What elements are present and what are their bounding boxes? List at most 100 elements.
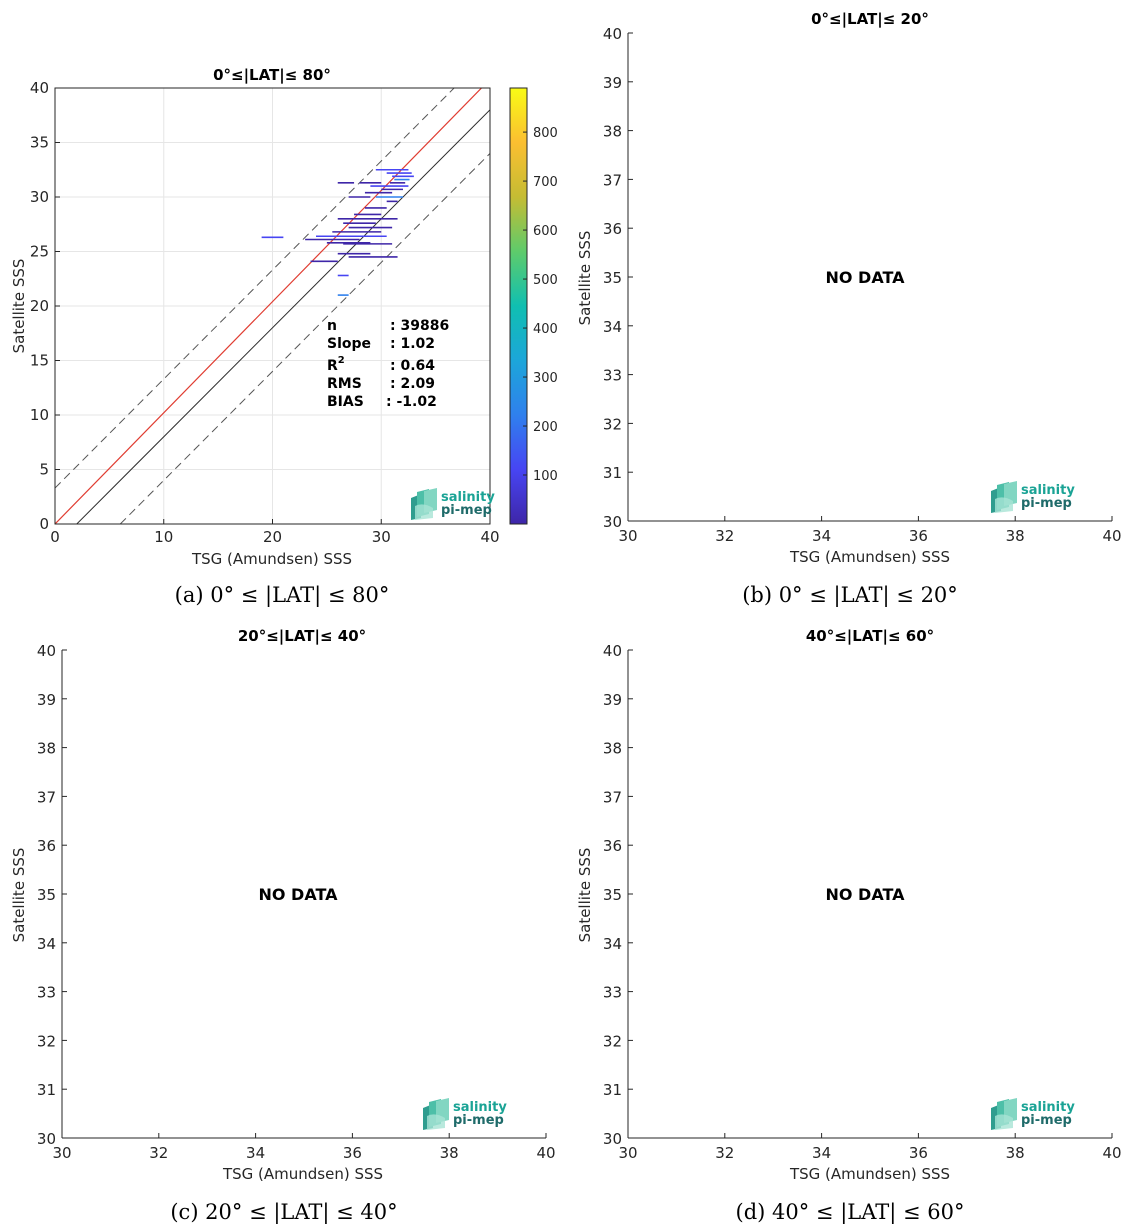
stats-r2-letter: R	[327, 358, 338, 374]
logo-text-salinity: salinity	[441, 490, 495, 505]
y-tick-label: 15	[30, 352, 49, 370]
y-tick-label: 39	[603, 691, 622, 709]
y-tick-label: 32	[37, 1032, 56, 1050]
stats-n-value: : 39886	[390, 318, 449, 334]
colorbar-tick-label: 200	[533, 420, 558, 435]
y-tick-label: 40	[603, 642, 622, 660]
x-tick-label: 32	[149, 1144, 168, 1162]
stats-slope-value: : 1.02	[390, 336, 435, 352]
panel-b-no-data: NO DATA	[825, 268, 905, 287]
y-tick-label: 32	[603, 1032, 622, 1050]
panel-a-caption: (a) 0° ≤ |LAT| ≤ 80°	[175, 583, 390, 608]
y-tick-label: 36	[603, 220, 622, 238]
y-tick-label: 35	[603, 269, 622, 287]
x-tick-label: 38	[1006, 1144, 1025, 1162]
x-tick-label: 0	[50, 528, 60, 546]
colorbar-tick-label: 500	[533, 273, 558, 288]
panel-b-title: 0°≤|LAT|≤ 20°	[811, 10, 929, 29]
y-tick-label: 36	[603, 837, 622, 855]
y-tick-label: 38	[37, 740, 56, 758]
logo-icon-part	[995, 1114, 1013, 1130]
x-tick-label: 38	[1006, 527, 1025, 545]
stats-box: n : 39886 Slope : 1.02 R2 : 0.64 RMS : 2…	[327, 318, 449, 410]
y-tick-label: 34	[37, 935, 56, 953]
y-tick-label: 31	[37, 1081, 56, 1099]
y-tick-label: 40	[37, 642, 56, 660]
y-tick-label: 33	[603, 367, 622, 385]
panel-a-ylabel: Satellite SSS	[10, 259, 28, 354]
colorbar-tick-label: 100	[533, 469, 558, 484]
y-tick-label: 25	[30, 243, 49, 261]
colorbar-ticks: 100 200 300 400 500 600 700 800	[523, 126, 558, 484]
lower-bound-line	[119, 152, 490, 524]
y-tick-label: 5	[39, 461, 49, 479]
x-tick-label: 32	[715, 527, 734, 545]
y-tick-label: 31	[603, 464, 622, 482]
y-tick-label: 10	[30, 406, 49, 424]
x-tick-label: 10	[154, 528, 173, 546]
logo-text-pimep: pi-mep	[1021, 496, 1072, 511]
x-tick-label: 40	[480, 528, 499, 546]
x-tick-label: 36	[909, 1144, 928, 1162]
x-tick-label: 40	[1102, 527, 1121, 545]
x-tick-label: 32	[715, 1144, 734, 1162]
y-tick-label: 39	[37, 691, 56, 709]
panel-a-xlabel: TSG (Amundsen) SSS	[191, 550, 352, 568]
panel-c-xlabel: TSG (Amundsen) SSS	[222, 1165, 383, 1183]
stats-rms-value: : 2.09	[390, 376, 435, 392]
panel-c-ticks: 30 32 34 36 38 40 30 31 32 33 34 35 36 37 38 39 40	[37, 642, 556, 1162]
panel-d-ticks: 30 32 34 36 38 40 30 31 32 33 34 35 36 37 38 39 40	[603, 642, 1122, 1162]
y-tick-label: 30	[30, 188, 49, 206]
y-tick-label: 30	[603, 513, 622, 531]
stats-bias-value: : -1.02	[386, 394, 437, 410]
x-tick-label: 40	[1102, 1144, 1121, 1162]
logo-icon	[423, 1098, 449, 1130]
y-tick-label: 0	[39, 515, 49, 533]
logo-text-pimep: pi-mep	[441, 503, 492, 518]
x-tick-label: 34	[246, 1144, 265, 1162]
x-tick-label: 30	[372, 528, 391, 546]
stats-slope-label: Slope	[327, 336, 371, 352]
panel-b: 0°≤|LAT|≤ 20° 30 32 34 36 38 40 30 31 32 33 34 35 36…	[576, 10, 1122, 608]
y-tick-label: 33	[603, 984, 622, 1002]
y-tick-label: 35	[603, 886, 622, 904]
panel-d-caption: (d) 40° ≤ |LAT| ≤ 60°	[736, 1200, 965, 1225]
colorbar-tick-label: 300	[533, 371, 558, 386]
logo-text-salinity: salinity	[1021, 483, 1075, 498]
panel-c-ylabel: Satellite SSS	[10, 848, 28, 943]
panel-b-caption: (b) 0° ≤ |LAT| ≤ 20°	[742, 583, 958, 608]
x-tick-label: 30	[618, 1144, 637, 1162]
stats-n-label: n	[327, 318, 337, 334]
y-tick-label: 35	[37, 886, 56, 904]
y-tick-label: 30	[603, 1130, 622, 1148]
logo-icon	[991, 481, 1017, 513]
logo-text-pimep: pi-mep	[453, 1113, 504, 1128]
panel-a-title: 0°≤|LAT|≤ 80°	[213, 66, 331, 85]
logo-icon	[991, 1098, 1017, 1130]
y-tick-label: 34	[603, 935, 622, 953]
stats-r2-value: : 0.64	[390, 358, 435, 374]
logo-icon	[411, 488, 437, 520]
y-tick-label: 39	[603, 74, 622, 92]
panel-d: 40°≤|LAT|≤ 60° 30 32 34 36 38 403031323334353…	[576, 627, 1122, 1225]
x-tick-label: 36	[909, 527, 928, 545]
colorbar-tick-label: 700	[533, 175, 558, 190]
x-tick-label: 38	[440, 1144, 459, 1162]
logo-text-pimep: pi-mep	[1021, 1113, 1072, 1128]
panel-a: 0°≤|LAT|≤ 80° 0 10 20 30 400510152025303540 …	[10, 66, 558, 608]
y-tick-label: 37	[37, 788, 56, 806]
y-tick-label: 38	[603, 740, 622, 758]
upper-bound-line	[55, 88, 455, 489]
y-tick-label: 37	[603, 788, 622, 806]
y-tick-label: 40	[603, 25, 622, 43]
x-tick-label: 34	[812, 527, 831, 545]
logo-text-salinity: salinity	[453, 1100, 507, 1115]
panel-d-no-data: NO DATA	[825, 885, 905, 904]
y-tick-label: 32	[603, 415, 622, 433]
colorbar-tick-label: 400	[533, 322, 558, 337]
fit-line	[55, 88, 483, 524]
panel-b-ylabel: Satellite SSS	[576, 231, 594, 326]
